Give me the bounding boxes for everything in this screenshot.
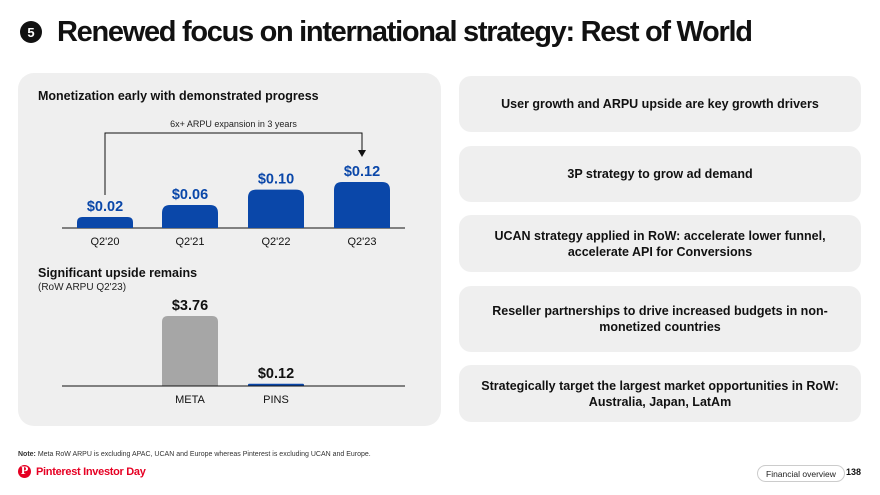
pinterest-logo-icon: P bbox=[18, 465, 31, 478]
footer-section-pill: Financial overview bbox=[757, 465, 845, 482]
chart1-value-label-3: $0.12 bbox=[344, 164, 380, 180]
chart1-annotation: 6x+ ARPU expansion in 3 years bbox=[170, 119, 297, 129]
footnote-text: Meta RoW ARPU is excluding APAC, UCAN an… bbox=[35, 451, 371, 458]
driver-box-4: Reseller partnerships to drive increased… bbox=[459, 286, 861, 352]
chart1-tick-1: Q2'21 bbox=[175, 236, 204, 248]
chart2-title: Significant upside remains bbox=[38, 266, 198, 280]
driver-text-1: User growth and ARPU upside are key grow… bbox=[501, 97, 819, 111]
driver-text-5: Strategically target the largest market … bbox=[481, 378, 839, 409]
driver-text-4: Reseller partnerships to drive increased… bbox=[492, 304, 828, 334]
section-number-badge: 5 bbox=[20, 21, 42, 43]
footer-brand: P Pinterest Investor Day bbox=[18, 465, 146, 478]
chart2-value-label-0: $3.76 bbox=[172, 298, 208, 314]
chart1-value-label-1: $0.06 bbox=[172, 187, 208, 203]
chart1-tick-2: Q2'22 bbox=[261, 236, 290, 248]
driver-box-2: 3P strategy to grow ad demand bbox=[459, 146, 861, 202]
page-number: 138 bbox=[846, 467, 862, 477]
chart2-bar-1 bbox=[248, 383, 304, 386]
footer-brand-text: Pinterest Investor Day bbox=[36, 465, 146, 478]
driver-box-5: Strategically target the largest market … bbox=[459, 365, 861, 422]
chart1-value-label-2: $0.10 bbox=[258, 172, 294, 188]
chart1-tick-3: Q2'23 bbox=[347, 236, 376, 248]
left-chart-panel bbox=[18, 73, 441, 426]
chart1-growth-bracket bbox=[104, 132, 363, 195]
chart2-tick-0: META bbox=[175, 394, 205, 406]
driver-text-3: UCAN strategy applied in RoW: accelerate… bbox=[494, 228, 826, 259]
driver-text-2: 3P strategy to grow ad demand bbox=[567, 167, 753, 181]
chart1-tick-0: Q2'20 bbox=[90, 236, 119, 248]
chart1-title: Monetization early with demonstrated pro… bbox=[38, 89, 319, 103]
footnote: Note: Meta RoW ARPU is excluding APAC, U… bbox=[18, 451, 371, 458]
chart2-value-label-1: $0.12 bbox=[258, 366, 294, 382]
chart2-tick-1: PINS bbox=[263, 394, 289, 406]
chart1-bar-0 bbox=[77, 217, 133, 228]
footnote-label: Note: bbox=[18, 451, 36, 458]
page-title: Renewed focus on international strategy:… bbox=[57, 16, 753, 48]
driver-box-3: UCAN strategy applied in RoW: accelerate… bbox=[459, 215, 861, 272]
driver-box-1: User growth and ARPU upside are key grow… bbox=[459, 76, 861, 132]
chart1-value-label-0: $0.02 bbox=[87, 199, 123, 215]
arrow-down-icon bbox=[358, 150, 366, 157]
chart2-bar-0 bbox=[162, 316, 218, 386]
chart2-subtitle: (RoW ARPU Q2'23) bbox=[38, 282, 127, 293]
chart1-bar-3 bbox=[334, 182, 390, 228]
chart1-bar-2 bbox=[248, 189, 304, 228]
chart1-bar-1 bbox=[162, 205, 218, 228]
